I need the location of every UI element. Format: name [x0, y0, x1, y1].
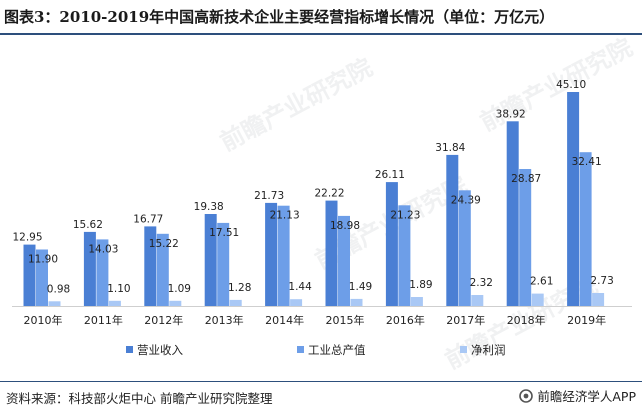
source-note: 资料来源：科技部火炬中心 前瞻产业研究院整理 — [6, 391, 273, 406]
bar-output — [519, 169, 532, 306]
bar-profit — [108, 300, 121, 306]
brand-label: 前瞻经济学人APP — [537, 389, 636, 404]
x-tick-label: 2010年 — [24, 313, 63, 327]
data-label: 14.03 — [88, 243, 118, 255]
bar-output — [36, 249, 48, 306]
bar-profit — [229, 299, 242, 306]
brand-logo-icon — [519, 388, 534, 403]
bar-revenue — [23, 244, 36, 306]
data-label: 1.44 — [288, 281, 312, 293]
bar-revenue — [83, 231, 96, 306]
data-label: 26.11 — [375, 169, 405, 181]
bar-output — [398, 205, 411, 306]
data-label: 2.73 — [590, 275, 613, 287]
legend-swatch — [297, 346, 304, 353]
data-label: 1.89 — [409, 279, 432, 291]
bar-output — [458, 190, 471, 306]
data-label: 2.32 — [470, 277, 493, 289]
data-label: 22.22 — [314, 188, 344, 200]
bar-output — [96, 239, 109, 306]
data-label: 17.51 — [209, 227, 239, 239]
data-label: 21.23 — [390, 209, 420, 221]
bar-profit — [48, 301, 61, 306]
x-tick-label: 2011年 — [84, 313, 123, 327]
data-label: 45.10 — [556, 79, 586, 91]
data-label: 2.61 — [530, 276, 553, 288]
data-label: 19.38 — [194, 201, 224, 213]
x-tick-label: 2019年 — [567, 313, 606, 327]
chart-title: 图表3：2010-2019年中国高新技术企业主要经营指标增长情况（单位：万亿元） — [4, 8, 555, 26]
bar-revenue — [265, 202, 278, 306]
bar-revenue — [506, 121, 519, 306]
bar-revenue — [144, 226, 157, 306]
legend-label: 工业总产值 — [308, 343, 366, 357]
bar-revenue — [325, 200, 338, 306]
bar-profit — [350, 298, 363, 306]
bar-chart: 前瞻产业研究院前瞻产业研究院前瞻产业研究院前瞻产业研究院12.9511.900.… — [12, 36, 637, 375]
data-label: 1.09 — [168, 283, 191, 295]
bar-revenue — [385, 182, 398, 306]
data-label: 31.84 — [435, 142, 465, 154]
data-label: 11.90 — [28, 254, 58, 266]
bar-revenue — [567, 92, 580, 306]
bar-profit — [592, 293, 605, 306]
bar-output — [217, 222, 230, 306]
x-tick-label: 2018年 — [507, 313, 546, 327]
data-label: 24.39 — [451, 194, 481, 206]
legend-swatch — [460, 346, 467, 353]
bar-profit — [410, 297, 423, 306]
data-label: 21.73 — [254, 190, 284, 202]
data-label: 21.13 — [270, 210, 300, 222]
x-tick-label: 2017年 — [446, 313, 485, 327]
x-tick-label: 2014年 — [265, 313, 304, 327]
data-label: 16.77 — [133, 213, 163, 225]
legend-label: 净利润 — [471, 343, 506, 357]
bar-revenue — [204, 214, 217, 306]
bar-output — [579, 152, 592, 306]
data-label: 28.87 — [511, 173, 541, 185]
data-label: 18.98 — [330, 220, 360, 232]
data-label: 1.49 — [349, 281, 372, 293]
bar-output — [338, 215, 350, 306]
data-label: 12.95 — [12, 232, 42, 244]
data-label: 15.62 — [73, 219, 103, 231]
data-label: 0.98 — [47, 283, 70, 295]
bar-profit — [290, 299, 303, 306]
data-label: 32.41 — [572, 156, 602, 168]
bar-profit — [471, 295, 484, 306]
bar-profit — [169, 300, 182, 306]
data-label: 15.22 — [149, 238, 179, 250]
legend-swatch — [126, 346, 133, 353]
legend-label: 营业收入 — [137, 343, 183, 357]
x-tick-label: 2015年 — [326, 313, 365, 327]
x-tick-label: 2013年 — [205, 313, 244, 327]
x-tick-label: 2016年 — [386, 313, 425, 327]
data-label: 1.10 — [107, 283, 130, 295]
brand-mark: 前瞻经济学人APP — [519, 386, 636, 405]
x-tick-label: 2012年 — [144, 313, 183, 327]
bar-output — [156, 233, 169, 306]
data-label: 38.92 — [496, 108, 526, 120]
bar-profit — [531, 293, 544, 306]
footer-divider — [0, 381, 642, 382]
watermark-text: 前瞻产业研究院 — [216, 53, 377, 157]
data-label: 1.28 — [228, 282, 251, 294]
bar-revenue — [446, 154, 459, 306]
bar-output — [277, 205, 290, 306]
title-divider — [0, 33, 642, 35]
